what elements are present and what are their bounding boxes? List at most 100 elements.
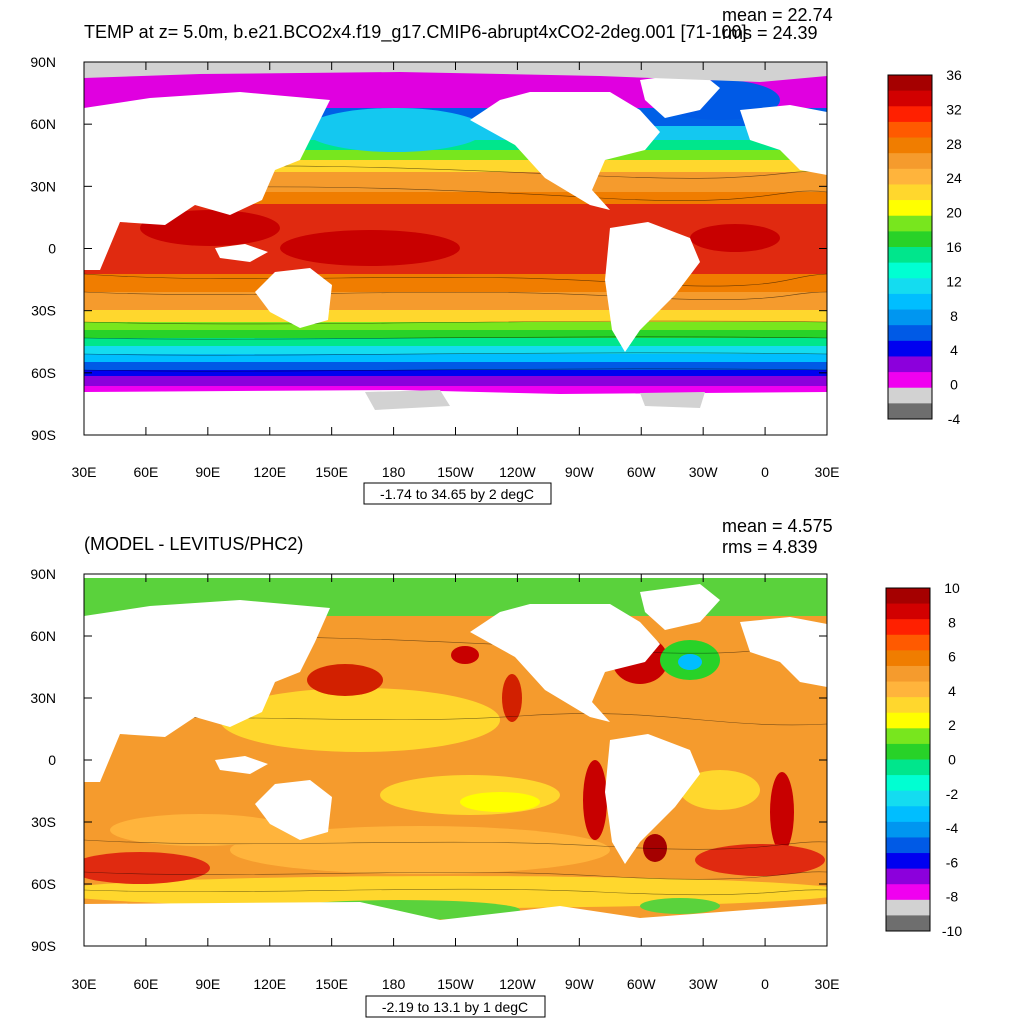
diff-colorbar-label: -6 — [946, 854, 959, 870]
diff-colorbar-label: -8 — [946, 889, 959, 905]
diff-lon-label: 90E — [195, 976, 220, 992]
temp-warm-pool-indian — [140, 210, 280, 246]
temp-colorbar-label: 8 — [950, 308, 958, 324]
temp-colorbar-segment — [888, 231, 932, 248]
temp-colorbar-segment — [888, 309, 932, 326]
diff-map — [84, 574, 827, 946]
temp-colorbar-segment — [888, 90, 932, 107]
diff-colorbar-segment — [886, 868, 930, 885]
diff-colorbar-label: 2 — [948, 717, 956, 733]
diff-land-antarctica — [84, 902, 827, 946]
temp-colorbar-label: 12 — [946, 273, 962, 289]
diff-colorbar-segment — [886, 853, 930, 870]
temp-band-north-orange — [84, 192, 827, 204]
temp-colorbar-label: 32 — [946, 101, 962, 117]
temp-title: TEMP at z= 5.0m, b.e21.BCO2x4.f19_g17.CM… — [84, 22, 747, 43]
diff-lon-label: 30E — [815, 976, 840, 992]
diff-colorbar-segment — [886, 837, 930, 854]
diff-lat-label: 30S — [31, 814, 56, 830]
temp-colorbar-label: 20 — [946, 205, 962, 221]
temp-colorbar-segment — [888, 340, 932, 357]
temp-colorbar-segment — [888, 137, 932, 154]
temp-cold-north-pacific — [305, 108, 485, 152]
temp-colorbar-segment — [888, 278, 932, 295]
diff-colorbar-frame — [885, 587, 931, 932]
temp-warm-pool-pacific — [280, 230, 460, 266]
temp-map — [84, 62, 827, 435]
temp-band-south-navy — [84, 370, 827, 376]
diff-anom-southern-indian-warm — [84, 852, 210, 884]
diff-colorbar-segment — [886, 634, 930, 651]
diff-anomalies — [84, 636, 827, 920]
diff-anom-circumpolar-green-atl — [640, 898, 720, 914]
temp-lat-label: 90N — [30, 54, 56, 70]
temp-colorbar-label: 24 — [946, 170, 962, 186]
diff-anom-california — [502, 674, 522, 722]
temp-band-south-purple — [84, 376, 827, 386]
temp-colorbar-segment — [888, 372, 932, 389]
temp-lat-label: 30S — [31, 303, 56, 319]
diff-lon-label: 60W — [627, 976, 657, 992]
temp-colorbar-label: -4 — [948, 411, 961, 427]
diff-lon-label: 30E — [72, 976, 97, 992]
temp-colorbar: 36 32 28 24 20 16 12 8 4 0 -4 — [887, 67, 962, 427]
temp-range-box — [363, 482, 552, 505]
diff-colorbar: 10 8 6 4 2 0 -2 -4 -6 -8 -10 — [885, 580, 962, 939]
temp-colorbar-segment — [888, 262, 932, 279]
diff-lon-label: 60E — [133, 976, 158, 992]
temp-lat-label: 60N — [30, 116, 56, 132]
diff-land-indonesia — [215, 756, 268, 774]
diff-lon-label: 30W — [689, 976, 719, 992]
temp-colorbar-segment — [888, 403, 932, 420]
temp-colorbar-segment — [888, 356, 932, 373]
temp-warm-pool-atlantic — [690, 224, 780, 252]
diff-anom-north-pacific — [220, 688, 500, 752]
temp-land-europe — [740, 105, 827, 175]
temp-panel: TEMP at z= 5.0m, b.e21.BCO2x4.f19_g17.CM… — [30, 5, 962, 505]
diff-land-south-america — [605, 734, 700, 864]
diff-colorbar-segment — [886, 619, 930, 636]
temp-colorbar-segment — [888, 75, 932, 92]
diff-colorbar-segment — [886, 775, 930, 792]
diff-lon-label: 150E — [315, 976, 348, 992]
temp-band-south-aqua — [84, 346, 827, 354]
diff-range-label: -2.19 to 13.1 by 1 degC — [382, 999, 528, 1015]
temp-rms-stat: rms = 24.39 — [722, 23, 818, 43]
diff-lon-label: 90W — [565, 976, 595, 992]
temp-land-east-africa — [84, 190, 98, 250]
diff-colorbar-segment — [886, 806, 930, 823]
diff-colorbar-label: -10 — [942, 923, 962, 939]
temp-band-south-teal — [84, 338, 827, 346]
diff-colorbar-label: 10 — [944, 580, 960, 596]
diff-anom-south-atlantic — [680, 770, 760, 810]
temp-colorbar-label: 0 — [950, 377, 958, 393]
diff-lat-label: 90N — [30, 566, 56, 582]
temp-band-south-orange — [84, 274, 827, 292]
diff-lat-label: 90S — [31, 938, 56, 954]
diff-land-north-america — [470, 604, 660, 722]
temp-land-south-america — [605, 222, 700, 352]
temp-mean-stat: mean = 22.74 — [722, 5, 833, 25]
temp-colorbar-segment — [888, 153, 932, 170]
diff-land-australia — [255, 780, 332, 840]
temp-lon-label: 180 — [382, 464, 406, 480]
diff-anom-north-atlantic-cold — [678, 654, 702, 670]
temp-land-north-america — [470, 92, 660, 210]
temp-colorbar-segment — [888, 325, 932, 342]
temp-lon-label: 120E — [253, 464, 286, 480]
temp-colorbar-label: 16 — [946, 239, 962, 255]
temp-colorbar-segment — [888, 387, 932, 404]
diff-colorbar-segment — [886, 821, 930, 838]
diff-anom-kuroshio — [307, 664, 383, 696]
temp-land-australia — [255, 268, 332, 328]
diff-land-eurasia-africa — [84, 600, 330, 782]
diff-lon-label: 180 — [382, 976, 406, 992]
temp-lon-label: 30E — [815, 464, 840, 480]
diff-colorbar-segment — [886, 899, 930, 916]
temp-land-greenland — [640, 72, 720, 118]
diff-anom-south-pacific — [230, 826, 610, 874]
temp-lon-label: 30W — [689, 464, 719, 480]
temp-colorbar-label: 28 — [946, 136, 962, 152]
diff-lon-label: 0 — [761, 976, 769, 992]
diff-colorbar-segment — [886, 697, 930, 714]
